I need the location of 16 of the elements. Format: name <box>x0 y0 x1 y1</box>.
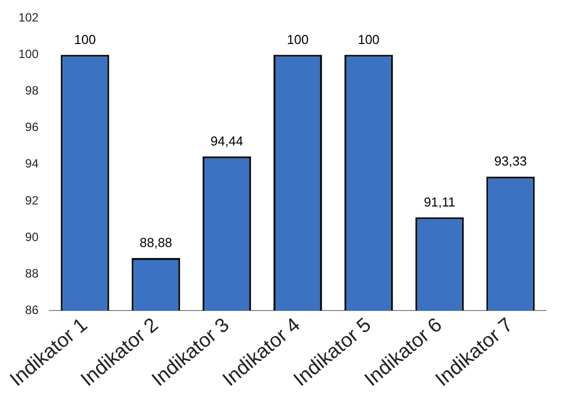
y-tick-label: 100 <box>18 47 39 62</box>
y-tick-label: 96 <box>25 120 39 134</box>
y-tick-label: 88 <box>25 266 39 280</box>
data-label: 91,11 <box>424 194 456 210</box>
y-tick-label: 86 <box>25 302 39 317</box>
data-label: 88,88 <box>140 235 172 250</box>
data-label: 94,44 <box>210 133 244 148</box>
y-tick-label: 98 <box>25 84 39 98</box>
data-label: 100 <box>358 32 380 47</box>
y-tick-label: 94 <box>25 156 39 171</box>
data-label: 100 <box>286 32 309 47</box>
y-tick-label: 92 <box>25 193 39 208</box>
y-tick-label: 90 <box>25 230 39 244</box>
y-tick-label: 102 <box>18 10 39 25</box>
data-label: 93,33 <box>494 154 527 169</box>
data-label: 100 <box>74 32 96 47</box>
